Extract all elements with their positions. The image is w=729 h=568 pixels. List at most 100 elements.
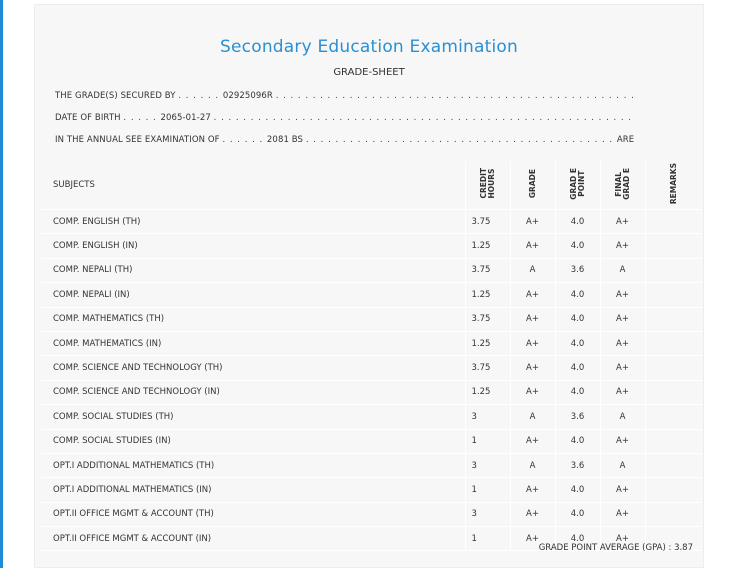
grade-point-cell: 4.0 (554, 429, 600, 454)
exam-year: 2081 BS (266, 135, 304, 145)
grade-cell: A+ (509, 526, 555, 552)
grade-cell: A+ (509, 380, 555, 406)
final-grade-cell: A+ (599, 355, 645, 381)
subject-cell: COMP. SOCIAL STUDIES (TH) (41, 404, 465, 430)
secured-by-line: THE GRADE(S) SECURED BY . . . . . . 0292… (55, 91, 635, 101)
grade-cell: A+ (509, 209, 555, 235)
subject-cell: COMP. ENGLISH (TH) (41, 209, 465, 235)
grade-cell: A+ (509, 477, 555, 503)
final-grade-cell: A+ (599, 526, 645, 552)
remarks-cell (644, 258, 702, 284)
remarks-cell (644, 380, 702, 406)
grade-point-cell: 4.0 (554, 526, 600, 552)
remarks-cell (644, 477, 702, 503)
table-row: COMP. ENGLISH (IN) 1.25 A+ 4.0 A+ (41, 233, 702, 259)
grade-point-cell: 4.0 (554, 209, 600, 235)
grade-point-cell: 4.0 (554, 380, 600, 406)
subject-cell: COMP. MATHEMATICS (TH) (41, 307, 465, 332)
subject-cell: COMP. NEPALI (TH) (41, 258, 465, 284)
subject-cell: COMP. NEPALI (IN) (41, 282, 465, 308)
subject-cell: COMP. MATHEMATICS (IN) (41, 331, 465, 357)
table-row: OPT.II OFFICE MGMT & ACCOUNT (TH) 3 A+ 4.0 A… (41, 502, 702, 528)
credit-hours-cell: 1.25 (464, 331, 510, 357)
subject-cell: COMP. SOCIAL STUDIES (IN) (41, 429, 465, 454)
remarks-cell (644, 307, 702, 332)
table-header-row: SUBJECTS CREDIT HOURS GRADE GRAD E POINT… (41, 161, 702, 210)
table-row: COMP. SOCIAL STUDIES (TH) 3 A 3.6 A (41, 404, 702, 430)
final-grade-cell: A (599, 258, 645, 284)
remarks-cell (644, 502, 702, 528)
credit-hours-cell: 1 (464, 477, 510, 503)
remarks-cell (644, 233, 702, 259)
credit-hours-cell: 3 (464, 502, 510, 528)
final-grade-cell: A (599, 453, 645, 479)
grade-point-cell: 4.0 (554, 233, 600, 259)
credit-hours-cell: 3.75 (464, 209, 510, 235)
subject-cell: COMP. SCIENCE AND TECHNOLOGY (IN) (41, 380, 465, 406)
table-row: COMP. SOCIAL STUDIES (IN) 1 A+ 4.0 A+ (41, 429, 702, 454)
final-grade-cell: A+ (599, 502, 645, 528)
table-row: COMP. ENGLISH (TH) 3.75 A+ 4.0 A+ (41, 209, 702, 235)
grade-cell: A (509, 258, 555, 284)
grade-point-cell: 4.0 (554, 502, 600, 528)
final-grade-cell: A+ (599, 429, 645, 454)
credit-hours-cell: 3.75 (464, 258, 510, 284)
subject-cell: COMP. SCIENCE AND TECHNOLOGY (TH) (41, 355, 465, 381)
table-row: COMP. NEPALI (IN) 1.25 A+ 4.0 A+ (41, 282, 702, 308)
grade-cell: A+ (509, 429, 555, 454)
grade-cell: A+ (509, 355, 555, 381)
dob-line: DATE OF BIRTH . . . . . 2065-01-27 . . .… (55, 113, 635, 123)
remarks-cell (644, 355, 702, 381)
grade-point-header: GRAD E POINT (554, 161, 600, 210)
final-grade-cell: A+ (599, 307, 645, 332)
page-title: Secondary Education Examination (220, 37, 518, 57)
grade-point-cell: 3.6 (554, 404, 600, 430)
subject-cell: OPT.II OFFICE MGMT & ACCOUNT (TH) (41, 502, 465, 528)
credit-hours-cell: 1 (464, 526, 510, 552)
subjects-header: SUBJECTS (41, 161, 465, 210)
remarks-cell (644, 331, 702, 357)
final-grade-cell: A (599, 404, 645, 430)
credit-hours-cell: 1 (464, 429, 510, 454)
grade-header: GRADE (509, 161, 555, 210)
final-grade-cell: A+ (599, 209, 645, 235)
exam-label: IN THE ANNUAL SEE EXAMINATION OF (55, 135, 220, 145)
left-accent-bar (0, 0, 3, 568)
table-row: COMP. MATHEMATICS (IN) 1.25 A+ 4.0 A+ (41, 331, 702, 357)
credit-hours-cell: 3.75 (464, 355, 510, 381)
grade-cell: A+ (509, 307, 555, 332)
grade-cell: A+ (509, 233, 555, 259)
gpa-summary: GRADE POINT AVERAGE (GPA) : 3.87 (538, 543, 693, 553)
table-row: COMP. NEPALI (TH) 3.75 A 3.6 A (41, 258, 702, 284)
grade-point-cell: 4.0 (554, 477, 600, 503)
subject-cell: COMP. ENGLISH (IN) (41, 233, 465, 259)
table-row: COMP. SCIENCE AND TECHNOLOGY (IN) 1.25 A+ 4… (41, 380, 702, 406)
credit-hours-cell: 1.25 (464, 380, 510, 406)
grade-point-cell: 4.0 (554, 282, 600, 308)
final-grade-cell: A+ (599, 477, 645, 503)
remarks-header: REMARKS (644, 161, 702, 210)
dob-value: 2065-01-27 (160, 113, 211, 123)
credit-hours-cell: 3 (464, 453, 510, 479)
subject-cell: OPT.II OFFICE MGMT & ACCOUNT (IN) (41, 526, 465, 552)
exam-line: IN THE ANNUAL SEE EXAMINATION OF . . . .… (55, 135, 635, 149)
remarks-cell (644, 282, 702, 308)
grade-sheet-panel: Secondary Education Examination GRADE-SH… (34, 4, 704, 568)
credit-hours-cell: 1.25 (464, 233, 510, 259)
final-grade-cell: A+ (599, 380, 645, 406)
grade-point-cell: 4.0 (554, 307, 600, 332)
remarks-cell (644, 209, 702, 235)
credit-hours-header: CREDIT HOURS (464, 161, 510, 210)
credit-hours-cell: 3.75 (464, 307, 510, 332)
exam-suffix: ARE GIVEN BELOW . . . (616, 135, 635, 145)
grade-point-cell: 3.6 (554, 453, 600, 479)
grade-cell: A (509, 453, 555, 479)
final-grade-cell: A+ (599, 233, 645, 259)
remarks-cell (644, 404, 702, 430)
final-grade-cell: A+ (599, 331, 645, 357)
grade-point-cell: 3.6 (554, 258, 600, 284)
dob-label: DATE OF BIRTH (55, 113, 121, 123)
grade-point-cell: 4.0 (554, 355, 600, 381)
table-row: OPT.I ADDITIONAL MATHEMATICS (IN) 1 A+ 4.0 A… (41, 477, 702, 503)
table-row: COMP. SCIENCE AND TECHNOLOGY (TH) 3.75 A+ 4… (41, 355, 702, 381)
